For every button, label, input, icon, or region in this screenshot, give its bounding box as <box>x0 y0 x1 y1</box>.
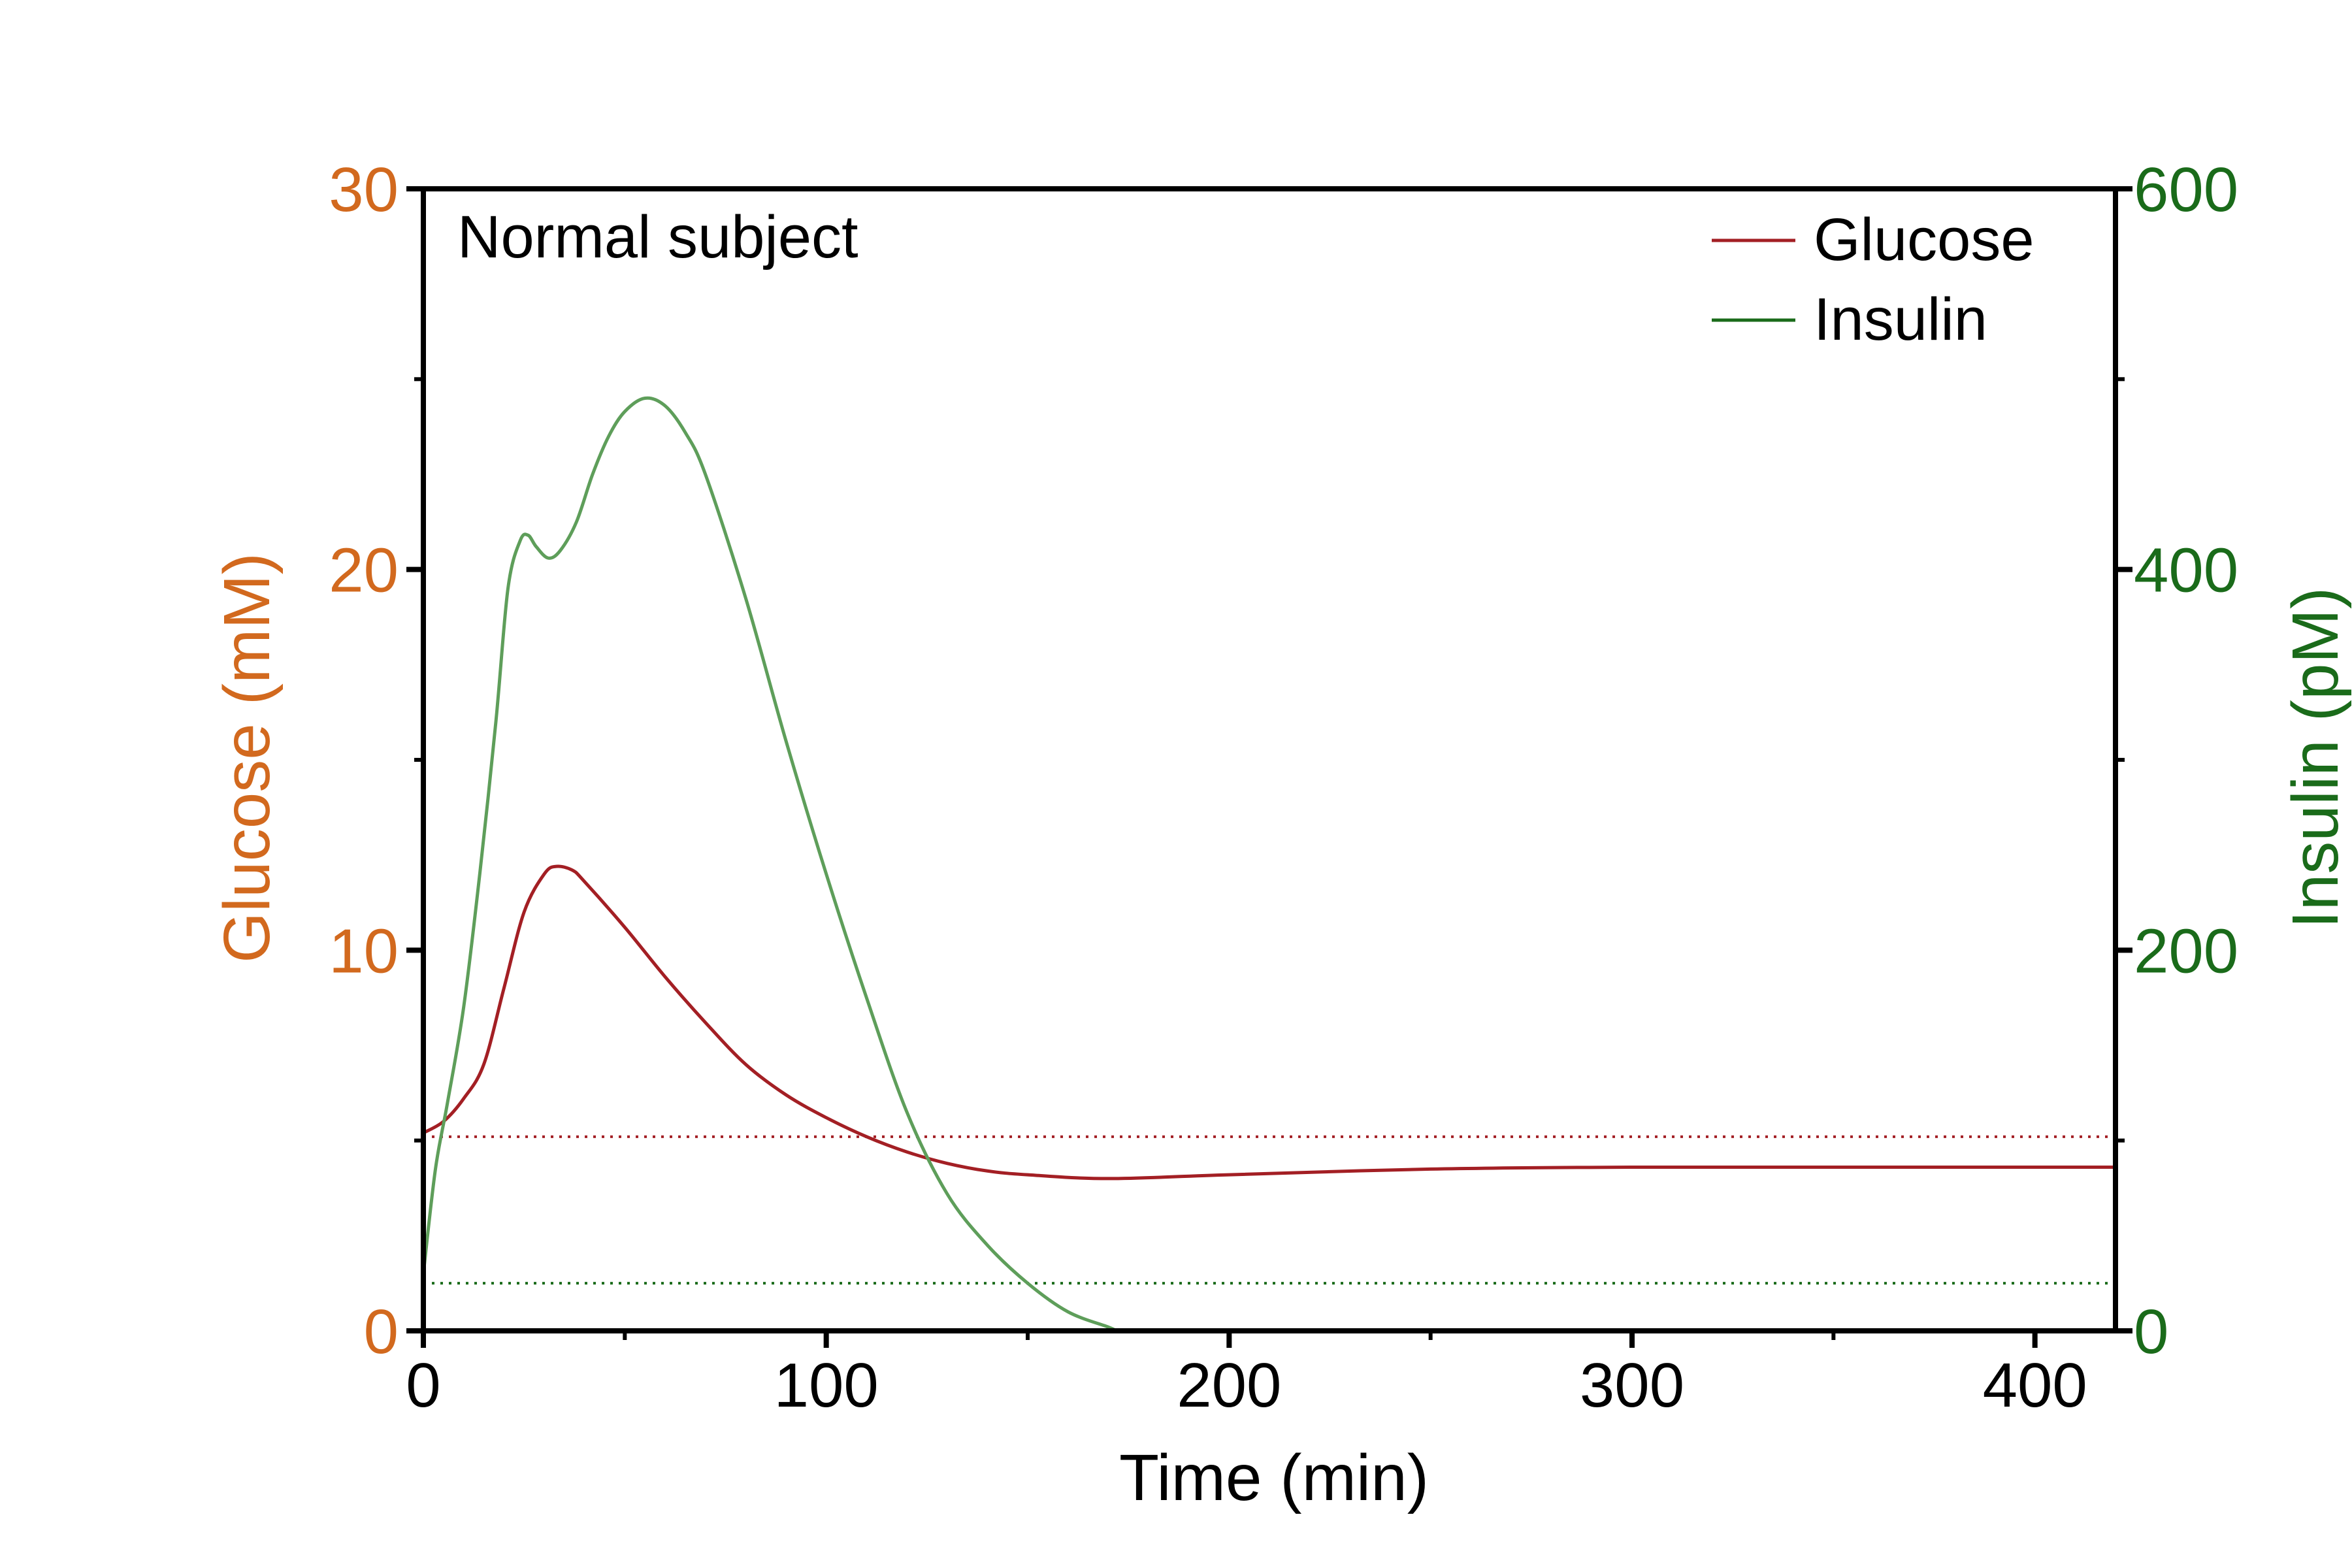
y-axis-left-title: Glucose (mM) <box>210 553 284 963</box>
series-layer <box>421 396 2117 1333</box>
x-axis-title: Time (min) <box>1119 1441 1429 1514</box>
y-right-tick-label: 400 <box>2134 536 2238 606</box>
y-right-tick-label: 200 <box>2134 916 2238 986</box>
series-line-insulin <box>421 396 1119 1333</box>
series-line-glucose <box>421 864 2117 1181</box>
baselines-layer <box>423 1135 2115 1285</box>
annotation-normal-subject: Normal subject <box>457 204 858 270</box>
x-tick-label: 100 <box>774 1350 879 1420</box>
y-left-tick-label: 10 <box>329 916 399 986</box>
y-left-tick-label: 20 <box>329 536 399 606</box>
legend: Glucose Insulin <box>1712 206 2034 353</box>
y-left-tick-label: 0 <box>364 1297 399 1367</box>
x-tick-label: 200 <box>1177 1350 1281 1420</box>
legend-insulin-label: Insulin <box>1814 286 1987 353</box>
y-left-tick-label: 30 <box>329 155 399 225</box>
x-tick-label: 400 <box>1983 1350 2087 1420</box>
legend-glucose-label: Glucose <box>1814 206 2034 273</box>
x-tick-label: 0 <box>406 1350 440 1420</box>
y-axis-right-title: Insulin (pM) <box>2279 587 2352 928</box>
y-right-tick-label: 600 <box>2134 155 2238 225</box>
x-tick-label: 300 <box>1580 1350 1684 1420</box>
y-right-tick-label: 0 <box>2134 1297 2168 1367</box>
